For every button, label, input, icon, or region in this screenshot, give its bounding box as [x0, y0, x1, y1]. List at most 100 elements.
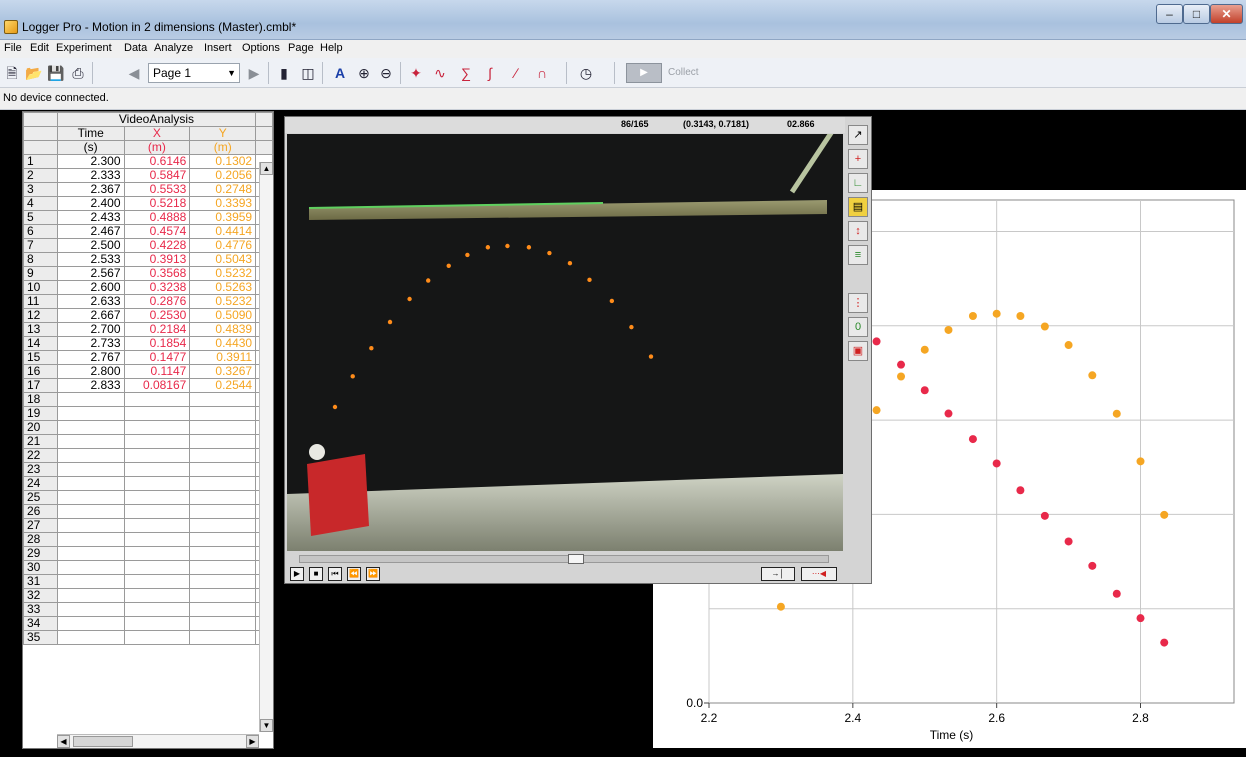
sync-icon[interactable]: →│	[761, 567, 795, 581]
set-origin-icon[interactable]: ∟	[848, 173, 868, 193]
tangent-icon[interactable]: ∿	[434, 65, 446, 81]
show-path-icon[interactable]: ≡	[848, 245, 868, 265]
minimize-button[interactable]: –	[1156, 4, 1183, 24]
first-frame-icon[interactable]: ⏮	[328, 567, 342, 581]
table-row[interactable]: 21	[23, 434, 273, 449]
table-row[interactable]: 26	[23, 504, 273, 519]
table-horizontal-scrollbar[interactable]: ◀ ▶	[57, 734, 259, 748]
autoscale-icon[interactable]: A	[334, 65, 346, 81]
trail-points-icon[interactable]: ⋮	[848, 293, 868, 313]
menu-file[interactable]: File	[4, 42, 22, 54]
column-unit: (s)	[56, 140, 125, 155]
scroll-thumb[interactable]	[73, 736, 133, 747]
show-values-icon[interactable]: 0	[848, 317, 868, 337]
statistics-icon[interactable]: ∑	[461, 65, 471, 81]
table-cell: 0.4430	[189, 336, 257, 351]
step-back-icon[interactable]: ⏪	[347, 567, 361, 581]
table-row[interactable]: 19	[23, 406, 273, 421]
data-browser-icon[interactable]: ▮	[280, 65, 288, 81]
table-row[interactable]: 20	[23, 420, 273, 435]
menu-options[interactable]: Options	[242, 42, 280, 54]
close-button[interactable]: ✕	[1210, 4, 1243, 24]
curve-fit-icon[interactable]: ∩	[536, 65, 548, 81]
set-scale-icon[interactable]: ▤	[848, 197, 868, 217]
table-cell: 0.4839	[189, 322, 257, 337]
data-table: VideoAnalysis Time X Y (s) (m) (m) 1 2.300 0.6146…	[23, 112, 273, 645]
table-row[interactable]: 15 2.767 0.1477 0.3911	[23, 350, 273, 365]
table-row[interactable]: 23	[23, 462, 273, 477]
video-frame[interactable]	[287, 134, 843, 551]
table-row[interactable]: 6 2.467 0.4574 0.4414	[23, 224, 273, 239]
open-folder-icon[interactable]: 📂	[25, 65, 43, 81]
stop-icon[interactable]: ■	[309, 567, 323, 581]
play-icon[interactable]: ▶	[290, 567, 304, 581]
table-row[interactable]: 11 2.633 0.2876 0.5232	[23, 294, 273, 309]
maximize-button[interactable]: □	[1183, 4, 1210, 24]
new-file-icon[interactable]: 🗎	[6, 65, 18, 81]
table-row[interactable]: 12 2.667 0.2530 0.5090	[23, 308, 273, 323]
table-row[interactable]: 1 2.300 0.6146 0.1302	[23, 154, 273, 169]
video-seek-bar[interactable]	[299, 554, 829, 564]
table-row[interactable]: 27	[23, 518, 273, 533]
table-row[interactable]: 4 2.400 0.5218 0.3393	[23, 196, 273, 211]
zoom-in-icon[interactable]: ⊕	[358, 65, 370, 81]
menu-page[interactable]: Page	[288, 42, 314, 54]
print-icon[interactable]: ⎙	[72, 65, 84, 81]
video-window[interactable]: 86/165 (0.3143, 0.7181) 02.866	[284, 116, 872, 584]
table-row[interactable]: 28	[23, 532, 273, 547]
examine-icon[interactable]: ✦	[410, 65, 422, 81]
table-row[interactable]: 24	[23, 476, 273, 491]
table-row[interactable]: 33	[23, 602, 273, 617]
table-row[interactable]: 2 2.333 0.5847 0.2056	[23, 168, 273, 183]
table-row[interactable]: 7 2.500 0.4228 0.4776	[23, 238, 273, 253]
table-row[interactable]: 18	[23, 392, 273, 407]
select-tool-icon[interactable]: ↗	[848, 125, 868, 145]
scroll-left-icon[interactable]: ◀	[57, 735, 70, 748]
menu-edit[interactable]: Edit	[30, 42, 49, 54]
table-row[interactable]: 22	[23, 448, 273, 463]
table-vertical-scrollbar[interactable]: ▲ ▼	[259, 162, 273, 732]
scroll-right-icon[interactable]: ▶	[246, 735, 259, 748]
table-row[interactable]: 29	[23, 546, 273, 561]
table-row[interactable]: 14 2.733 0.1854 0.4430	[23, 336, 273, 351]
save-icon[interactable]: 💾	[47, 65, 65, 81]
scroll-down-icon[interactable]: ▼	[260, 719, 273, 732]
table-row[interactable]: 9 2.567 0.3568 0.5232	[23, 266, 273, 281]
timer-icon[interactable]: ◷	[579, 65, 593, 81]
step-forward-icon[interactable]: ⏩	[366, 567, 380, 581]
linear-fit-icon[interactable]: ∕	[514, 65, 518, 81]
point-series-icon[interactable]: ⋯◀	[801, 567, 837, 581]
table-row[interactable]: 35	[23, 630, 273, 645]
sensor-icon[interactable]: ◫	[301, 65, 315, 81]
table-row[interactable]: 32	[23, 588, 273, 603]
prev-page-icon[interactable]: ◀	[128, 65, 140, 81]
table-row[interactable]: 30	[23, 560, 273, 575]
table-row[interactable]: 3 2.367 0.5533 0.2748	[23, 182, 273, 197]
menu-data[interactable]: Data	[124, 42, 148, 54]
menu-insert[interactable]: Insert	[204, 42, 232, 54]
menu-analyze[interactable]: Analyze	[154, 42, 194, 54]
table-row[interactable]: 17 2.833 0.08167 0.2544	[23, 378, 273, 393]
table-cell	[56, 476, 125, 491]
add-point-icon[interactable]: +	[848, 149, 868, 169]
table-row[interactable]: 8 2.533 0.3913 0.5043	[23, 252, 273, 267]
seek-thumb[interactable]	[568, 554, 584, 564]
table-cell: 0.5847	[123, 168, 191, 183]
table-row[interactable]: 13 2.700 0.2184 0.4839	[23, 322, 273, 337]
next-page-icon[interactable]: ▶	[248, 65, 260, 81]
table-row[interactable]: 34	[23, 616, 273, 631]
table-row[interactable]: 16 2.800 0.1147 0.3267	[23, 364, 273, 379]
integral-icon[interactable]: ∫	[488, 65, 492, 81]
table-row[interactable]: 5 2.433 0.4888 0.3959	[23, 210, 273, 225]
menu-experiment[interactable]: Experiment	[56, 42, 112, 54]
photo-distance-icon[interactable]: ↕	[848, 221, 868, 241]
table-row[interactable]: 31	[23, 574, 273, 589]
collect-button[interactable]: ▶	[626, 63, 662, 83]
menu-help[interactable]: Help	[320, 42, 343, 54]
table-row[interactable]: 25	[23, 490, 273, 505]
page-select[interactable]: Page 1 ▼	[148, 63, 240, 83]
table-row[interactable]: 10 2.600 0.3238 0.5263	[23, 280, 273, 295]
replay-icon[interactable]: ▣	[848, 341, 868, 361]
zoom-out-icon[interactable]: ⊖	[380, 65, 392, 81]
scroll-up-icon[interactable]: ▲	[260, 162, 273, 175]
